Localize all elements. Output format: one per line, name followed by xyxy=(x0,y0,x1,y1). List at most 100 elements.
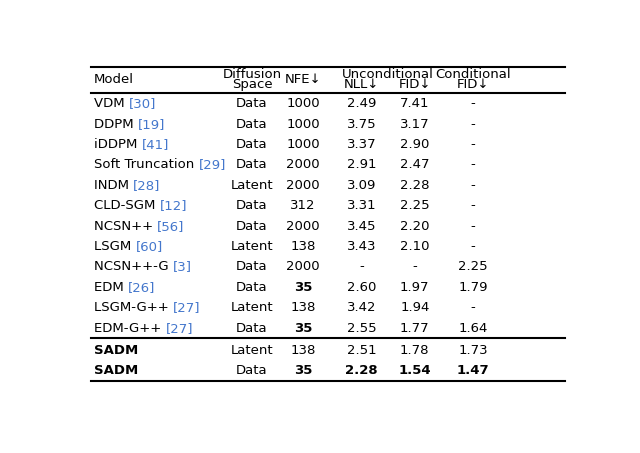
Text: [28]: [28] xyxy=(133,179,161,192)
Text: 2.51: 2.51 xyxy=(346,344,376,357)
Text: NFE↓: NFE↓ xyxy=(285,73,321,86)
Text: 2000: 2000 xyxy=(286,260,320,273)
Text: 35: 35 xyxy=(294,364,312,377)
Text: 1.77: 1.77 xyxy=(400,322,429,335)
Text: 1000: 1000 xyxy=(286,97,320,110)
Text: Data: Data xyxy=(236,138,268,151)
Text: 2.55: 2.55 xyxy=(346,322,376,335)
Text: Data: Data xyxy=(236,220,268,232)
Text: 2.49: 2.49 xyxy=(347,97,376,110)
Text: CLD-SGM: CLD-SGM xyxy=(94,199,159,212)
Text: 2.25: 2.25 xyxy=(400,199,429,212)
Text: NLL↓: NLL↓ xyxy=(344,78,379,91)
Text: 3.45: 3.45 xyxy=(347,220,376,232)
Text: 35: 35 xyxy=(294,281,312,294)
Text: SADM: SADM xyxy=(94,364,138,377)
Text: 1.73: 1.73 xyxy=(458,344,488,357)
Text: [56]: [56] xyxy=(157,220,185,232)
Text: -: - xyxy=(470,97,476,110)
Text: [12]: [12] xyxy=(159,199,187,212)
Text: Data: Data xyxy=(236,322,268,335)
Text: -: - xyxy=(412,260,417,273)
Text: Latent: Latent xyxy=(231,344,273,357)
Text: 2000: 2000 xyxy=(286,159,320,171)
Text: NCSN++: NCSN++ xyxy=(94,220,157,232)
Text: [3]: [3] xyxy=(173,260,192,273)
Text: Data: Data xyxy=(236,199,268,212)
Text: 3.43: 3.43 xyxy=(347,240,376,253)
Text: Data: Data xyxy=(236,260,268,273)
Text: INDM: INDM xyxy=(94,179,133,192)
Text: 2.91: 2.91 xyxy=(347,159,376,171)
Text: 1.54: 1.54 xyxy=(399,364,431,377)
Text: 3.09: 3.09 xyxy=(347,179,376,192)
Text: 2000: 2000 xyxy=(286,179,320,192)
Text: Latent: Latent xyxy=(231,301,273,314)
Text: FID↓: FID↓ xyxy=(399,78,431,91)
Text: 2.20: 2.20 xyxy=(400,220,429,232)
Text: Soft Truncation: Soft Truncation xyxy=(94,159,198,171)
Text: -: - xyxy=(470,240,476,253)
Text: Model: Model xyxy=(94,73,134,86)
Text: 1000: 1000 xyxy=(286,117,320,130)
Text: 3.31: 3.31 xyxy=(346,199,376,212)
Text: FID↓: FID↓ xyxy=(457,78,489,91)
Text: Conditional: Conditional xyxy=(435,68,511,81)
Text: Data: Data xyxy=(236,117,268,130)
Text: [19]: [19] xyxy=(138,117,165,130)
Text: 1.79: 1.79 xyxy=(458,281,488,294)
Text: DDPM: DDPM xyxy=(94,117,138,130)
Text: 1.47: 1.47 xyxy=(456,364,489,377)
Text: 2.28: 2.28 xyxy=(345,364,378,377)
Text: [27]: [27] xyxy=(173,301,200,314)
Text: 2.28: 2.28 xyxy=(400,179,429,192)
Text: -: - xyxy=(359,260,364,273)
Text: EDM-G++: EDM-G++ xyxy=(94,322,166,335)
Text: Data: Data xyxy=(236,281,268,294)
Text: 35: 35 xyxy=(294,322,312,335)
Text: Latent: Latent xyxy=(231,240,273,253)
Text: -: - xyxy=(470,179,476,192)
Text: 1.78: 1.78 xyxy=(400,344,429,357)
Text: 3.75: 3.75 xyxy=(346,117,376,130)
Text: Latent: Latent xyxy=(231,179,273,192)
Text: iDDPM: iDDPM xyxy=(94,138,141,151)
Text: -: - xyxy=(470,138,476,151)
Text: [60]: [60] xyxy=(136,240,163,253)
Text: EDM: EDM xyxy=(94,281,128,294)
Text: [29]: [29] xyxy=(198,159,226,171)
Text: -: - xyxy=(470,220,476,232)
Text: 2.25: 2.25 xyxy=(458,260,488,273)
Text: -: - xyxy=(470,301,476,314)
Text: 7.41: 7.41 xyxy=(400,97,429,110)
Text: LSGM-G++: LSGM-G++ xyxy=(94,301,173,314)
Text: 138: 138 xyxy=(291,301,316,314)
Text: 138: 138 xyxy=(291,344,316,357)
Text: NCSN++-G: NCSN++-G xyxy=(94,260,173,273)
Text: VDM: VDM xyxy=(94,97,129,110)
Text: LSGM: LSGM xyxy=(94,240,136,253)
Text: 1000: 1000 xyxy=(286,138,320,151)
Text: 2.60: 2.60 xyxy=(347,281,376,294)
Text: -: - xyxy=(470,159,476,171)
Text: 1.94: 1.94 xyxy=(400,301,429,314)
Text: SADM: SADM xyxy=(94,344,138,357)
Text: Diffusion: Diffusion xyxy=(223,68,282,81)
Text: 3.42: 3.42 xyxy=(347,301,376,314)
Text: [30]: [30] xyxy=(129,97,156,110)
Text: 2.10: 2.10 xyxy=(400,240,429,253)
Text: 312: 312 xyxy=(291,199,316,212)
Text: 3.37: 3.37 xyxy=(346,138,376,151)
Text: Data: Data xyxy=(236,159,268,171)
Text: [27]: [27] xyxy=(166,322,193,335)
Text: 3.17: 3.17 xyxy=(400,117,429,130)
Text: 2000: 2000 xyxy=(286,220,320,232)
Text: Space: Space xyxy=(232,78,273,91)
Text: [26]: [26] xyxy=(128,281,156,294)
Text: Unconditional: Unconditional xyxy=(342,68,434,81)
Text: -: - xyxy=(470,199,476,212)
Text: Data: Data xyxy=(236,364,268,377)
Text: 1.97: 1.97 xyxy=(400,281,429,294)
Text: [41]: [41] xyxy=(141,138,169,151)
Text: Data: Data xyxy=(236,97,268,110)
